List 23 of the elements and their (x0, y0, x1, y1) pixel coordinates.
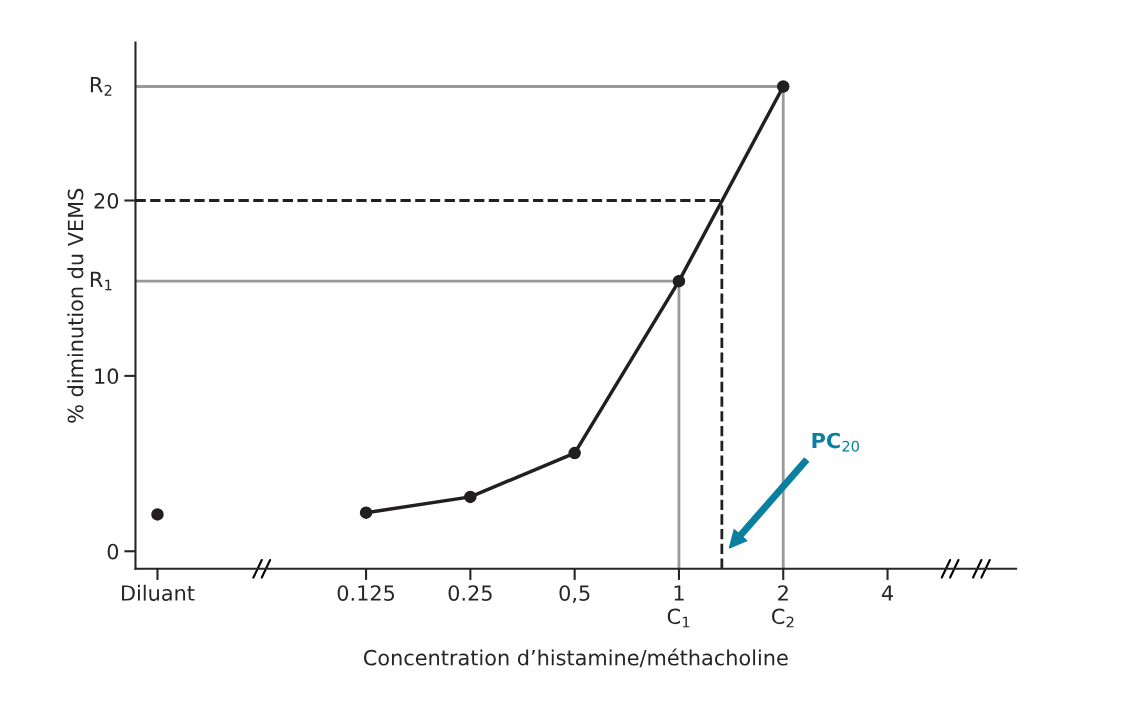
point (464, 490, 477, 504)
ref-line-label: C$_{1}$ (667, 608, 690, 628)
x-tick-label: 2 (778, 585, 788, 601)
ref-line-label: R$_{1}$ (90, 271, 112, 291)
point (568, 446, 581, 460)
y-tick-label: 10 (95, 368, 119, 385)
x-tick-label: 4 (881, 585, 893, 601)
x-tick-label: 0.125 (337, 585, 395, 601)
y-tick-label: 20 (94, 192, 119, 209)
x-tick-label: 0,5 (559, 585, 590, 604)
point (776, 80, 790, 93)
ref-line-label: R$_{2}$ (90, 77, 112, 96)
y-tick-label: 0 (107, 543, 119, 560)
ref-line-label: C$_{2}$ (772, 608, 794, 628)
y-axis-title: % diminution du VEMS (67, 188, 84, 423)
x-tick-label: 0.25 (448, 585, 492, 601)
point (672, 274, 686, 288)
x-tick-label: Diluant (122, 584, 195, 601)
annotation: PC$_{20}$ (812, 432, 859, 452)
x-axis-title: Concentration d’histamine/méthacholine (363, 648, 788, 668)
point (151, 508, 164, 521)
point (359, 506, 373, 519)
x-tick-label: 1 (674, 585, 684, 601)
